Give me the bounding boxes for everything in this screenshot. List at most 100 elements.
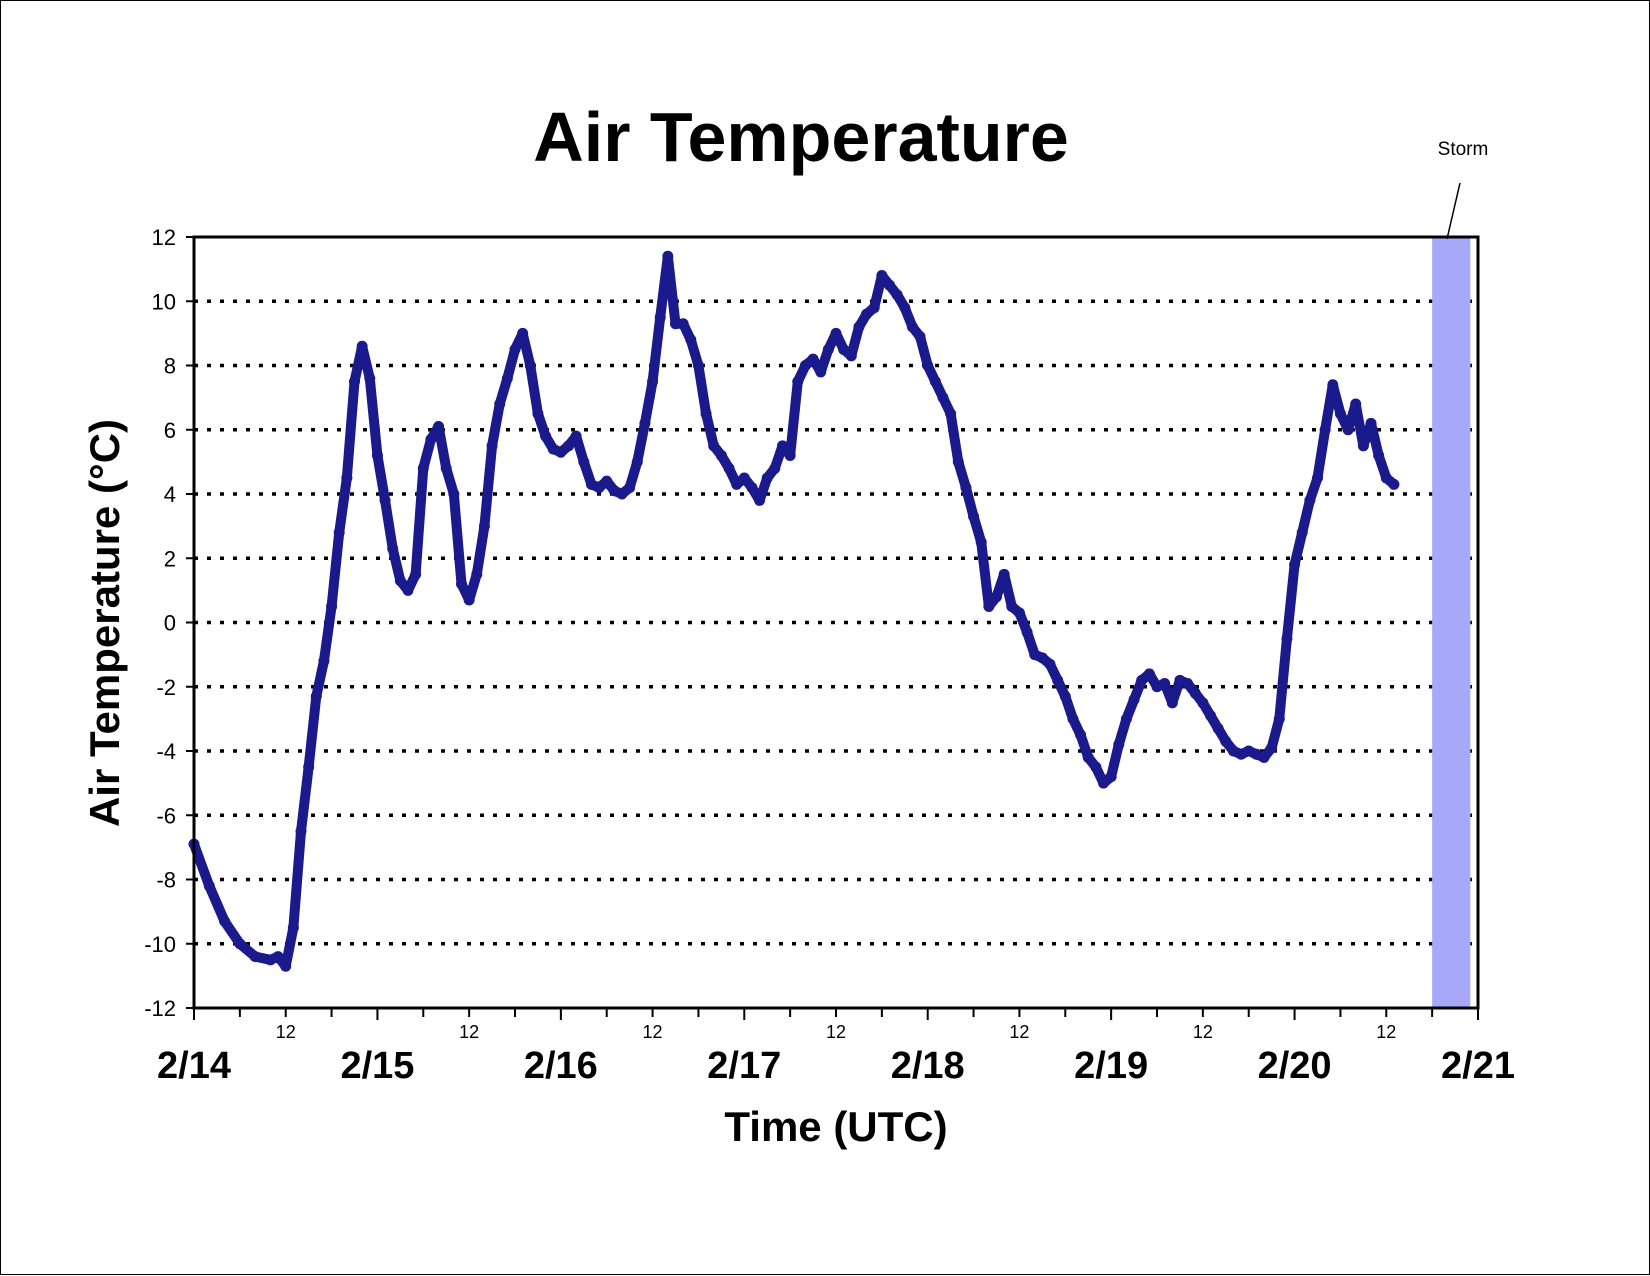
data-point bbox=[731, 478, 743, 490]
data-point bbox=[494, 398, 506, 410]
data-point bbox=[563, 440, 574, 452]
data-point bbox=[1036, 652, 1048, 664]
x-minor-tick-label: 12 bbox=[1193, 1022, 1213, 1042]
data-point bbox=[792, 376, 804, 388]
data-point bbox=[1319, 424, 1331, 436]
data-point bbox=[509, 343, 521, 355]
data-point bbox=[937, 392, 949, 404]
data-point bbox=[471, 568, 483, 580]
x-date-label: 2/20 bbox=[1258, 1045, 1332, 1087]
data-point bbox=[1273, 713, 1285, 725]
data-point bbox=[991, 591, 1002, 603]
data-point bbox=[1342, 424, 1354, 436]
data-point bbox=[822, 343, 834, 355]
data-point bbox=[922, 360, 934, 371]
data-point bbox=[1098, 777, 1109, 789]
data-point bbox=[272, 951, 284, 963]
data-point bbox=[838, 343, 850, 355]
data-point bbox=[746, 482, 758, 494]
data-point bbox=[478, 520, 490, 532]
x-date-label: 2/18 bbox=[891, 1045, 965, 1087]
y-tick-label: -8 bbox=[156, 868, 176, 893]
data-point bbox=[815, 366, 827, 378]
data-point bbox=[845, 350, 857, 362]
data-point bbox=[570, 430, 582, 442]
data-point bbox=[1105, 771, 1117, 783]
data-point bbox=[1212, 723, 1224, 735]
data-point bbox=[417, 462, 429, 474]
data-point bbox=[830, 327, 842, 339]
data-point bbox=[654, 311, 666, 323]
x-date-label: 2/15 bbox=[340, 1045, 414, 1087]
data-point bbox=[1350, 398, 1362, 410]
x-date-label: 2/17 bbox=[707, 1045, 781, 1087]
data-point bbox=[1373, 449, 1385, 461]
data-point bbox=[486, 440, 498, 452]
data-point bbox=[1380, 472, 1392, 484]
data-point bbox=[670, 318, 681, 330]
data-point bbox=[318, 655, 330, 667]
storm-annotation-label: Storm bbox=[1438, 139, 1489, 160]
data-point bbox=[371, 449, 383, 461]
data-point bbox=[700, 408, 712, 420]
data-point bbox=[1304, 494, 1316, 506]
y-tick-label: 4 bbox=[164, 482, 176, 507]
data-point bbox=[532, 408, 544, 420]
data-point bbox=[1113, 739, 1125, 751]
chart-title: Air Temperature bbox=[533, 98, 1069, 176]
data-point bbox=[968, 510, 980, 522]
x-minor-tick-label: 12 bbox=[643, 1022, 663, 1042]
data-point bbox=[715, 449, 727, 461]
data-point bbox=[387, 543, 399, 555]
storm-band bbox=[1432, 237, 1471, 1008]
data-point bbox=[1327, 379, 1339, 391]
data-point bbox=[685, 334, 697, 346]
series-temperature bbox=[188, 250, 1400, 972]
data-point bbox=[402, 584, 414, 596]
data-point bbox=[593, 482, 605, 494]
data-point bbox=[448, 488, 460, 500]
data-point bbox=[540, 430, 552, 442]
y-axis-label: Air Temperature (°C) bbox=[81, 419, 128, 827]
data-point bbox=[1189, 687, 1201, 699]
data-point bbox=[1159, 678, 1171, 690]
data-point bbox=[998, 568, 1010, 580]
data-point bbox=[501, 372, 513, 384]
data-point bbox=[1082, 751, 1094, 763]
data-point bbox=[708, 440, 720, 452]
data-point bbox=[295, 825, 307, 837]
y-axis-ticks: -12 -10 -8 -6 -4 -2 0 2 4 6 8 10 12 bbox=[144, 225, 194, 1021]
y-tick-label: 8 bbox=[164, 354, 176, 379]
data-point bbox=[960, 482, 972, 494]
data-point bbox=[777, 440, 788, 452]
x-minor-tick-label: 12 bbox=[459, 1022, 479, 1042]
data-point bbox=[1067, 713, 1079, 725]
y-tick-label: 2 bbox=[164, 546, 176, 571]
data-point bbox=[784, 449, 796, 461]
data-point bbox=[1296, 527, 1308, 539]
y-tick-label: -4 bbox=[156, 739, 176, 764]
data-point bbox=[456, 578, 467, 590]
data-point bbox=[1220, 735, 1232, 747]
data-point bbox=[287, 922, 299, 934]
data-point bbox=[929, 376, 941, 388]
data-point bbox=[692, 360, 704, 371]
data-point bbox=[356, 340, 368, 352]
data-point bbox=[463, 594, 475, 606]
data-point bbox=[769, 462, 781, 474]
y-tick-label: 6 bbox=[164, 418, 176, 443]
x-axis-ticks: 12 12 12 12 12 12 12 2/14 2/15 2/16 2/17 2/18 2/19 2/… bbox=[157, 1008, 1515, 1087]
data-point bbox=[1197, 697, 1209, 709]
data-point bbox=[555, 446, 567, 458]
data-point bbox=[662, 250, 674, 262]
data-point bbox=[899, 302, 911, 314]
data-point bbox=[364, 372, 376, 384]
y-tick-label: -12 bbox=[144, 996, 176, 1021]
data-point bbox=[945, 408, 957, 420]
data-point bbox=[853, 321, 865, 333]
y-tick-label: -2 bbox=[156, 675, 176, 700]
data-point bbox=[349, 376, 360, 388]
data-point bbox=[1090, 761, 1102, 773]
x-minor-tick-label: 12 bbox=[1376, 1022, 1396, 1042]
